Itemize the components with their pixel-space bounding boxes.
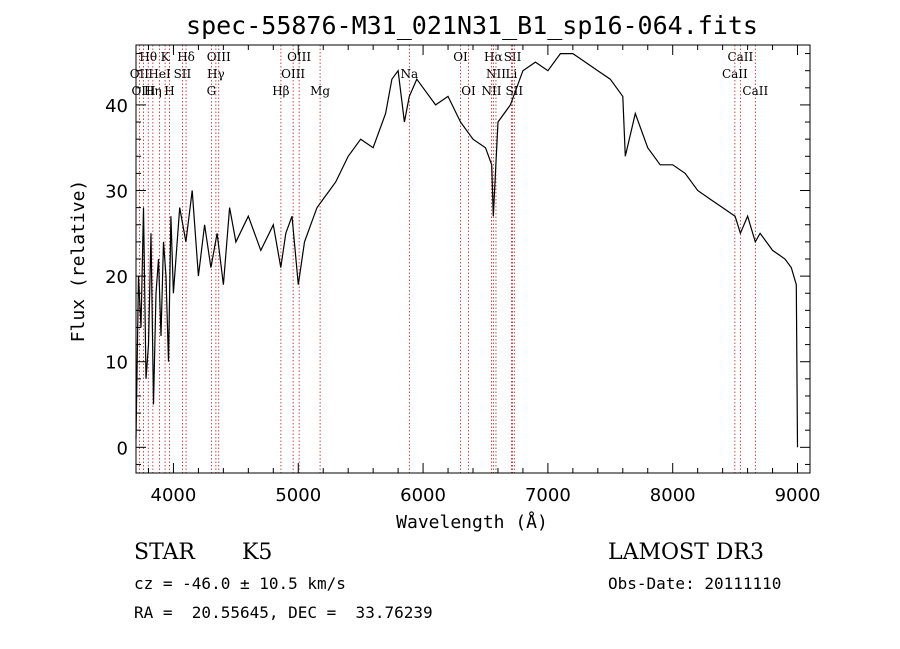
spectral-line-label: CaII [742,84,768,98]
spectral-line-label: NII [486,67,506,81]
spectral-line-label: OIII [281,67,305,81]
survey-name: LAMOST DR3 [608,540,764,565]
spectral-line-label: Na [401,67,419,81]
x-tick-label: 7000 [525,485,571,506]
spectral-line-label: Li [506,67,518,81]
y-tick-label: 0 [117,438,128,459]
plot-frame [135,44,811,474]
y-tick-label: 40 [105,96,128,117]
spectral-line-label: OI [461,84,476,98]
y-tick-label: 20 [105,267,128,288]
axis-ticks: 4000 5000 6000 7000 8000 9000 0 10 20 30 40 [105,45,820,506]
spectral-line-label: CaII [727,50,753,64]
spectral-line-label: K [161,50,171,64]
y-tick-label: 10 [105,353,128,374]
spectral-line-label: SII [504,50,522,64]
spectral-line-label: OIII [287,50,311,64]
spectral-line-label: CaII [722,67,748,81]
spectral-line-label: H [164,84,174,98]
spectral-line-label: Mg [310,84,330,98]
spectral-line-label: Hθ [139,50,157,64]
y-tick-label: 30 [105,182,128,203]
redshift-velocity: cz = -46.0 ± 10.5 km/s [134,574,346,593]
x-tick-label: 8000 [650,485,696,506]
spectral-line-label: Hα [484,50,503,64]
spectral-line-label: Hβ [272,84,289,98]
coordinates: RA = 20.55645, DEC = 33.76239 [134,603,433,622]
spectral-line-label: Hη [144,84,162,98]
spectral-line-label: OII [130,67,150,81]
spectrum-line [135,53,799,448]
x-axis-label: Wavelength (Å) [396,511,548,533]
object-class: STAR [134,540,195,565]
spectral-line-label: Hδ [177,50,195,64]
spectral-line-label: SII [505,84,523,98]
spectral-line-label: Hγ [207,67,225,81]
spectral-line-label: G [207,84,217,98]
x-tick-label: 6000 [400,485,446,506]
spectral-line-label: NII [481,84,501,98]
observation-date: Obs-Date: 20111110 [608,574,782,593]
y-axis-label: Flux (relative) [68,180,89,343]
x-tick-label: 4000 [151,485,197,506]
spectral-line-label: OI [453,50,468,64]
x-tick-label: 5000 [275,485,321,506]
spectrum-chart: spec-55876-M31_021N31_B1_sp16-064.fits H… [68,11,820,533]
spectral-line-label: OIII [207,50,231,64]
spectral-line-label: SII [174,67,192,81]
spectral-line-label: HeI [148,67,171,81]
object-subclass: K5 [242,540,273,565]
chart-title: spec-55876-M31_021N31_B1_sp16-064.fits [186,11,758,40]
x-tick-label: 9000 [775,485,821,506]
